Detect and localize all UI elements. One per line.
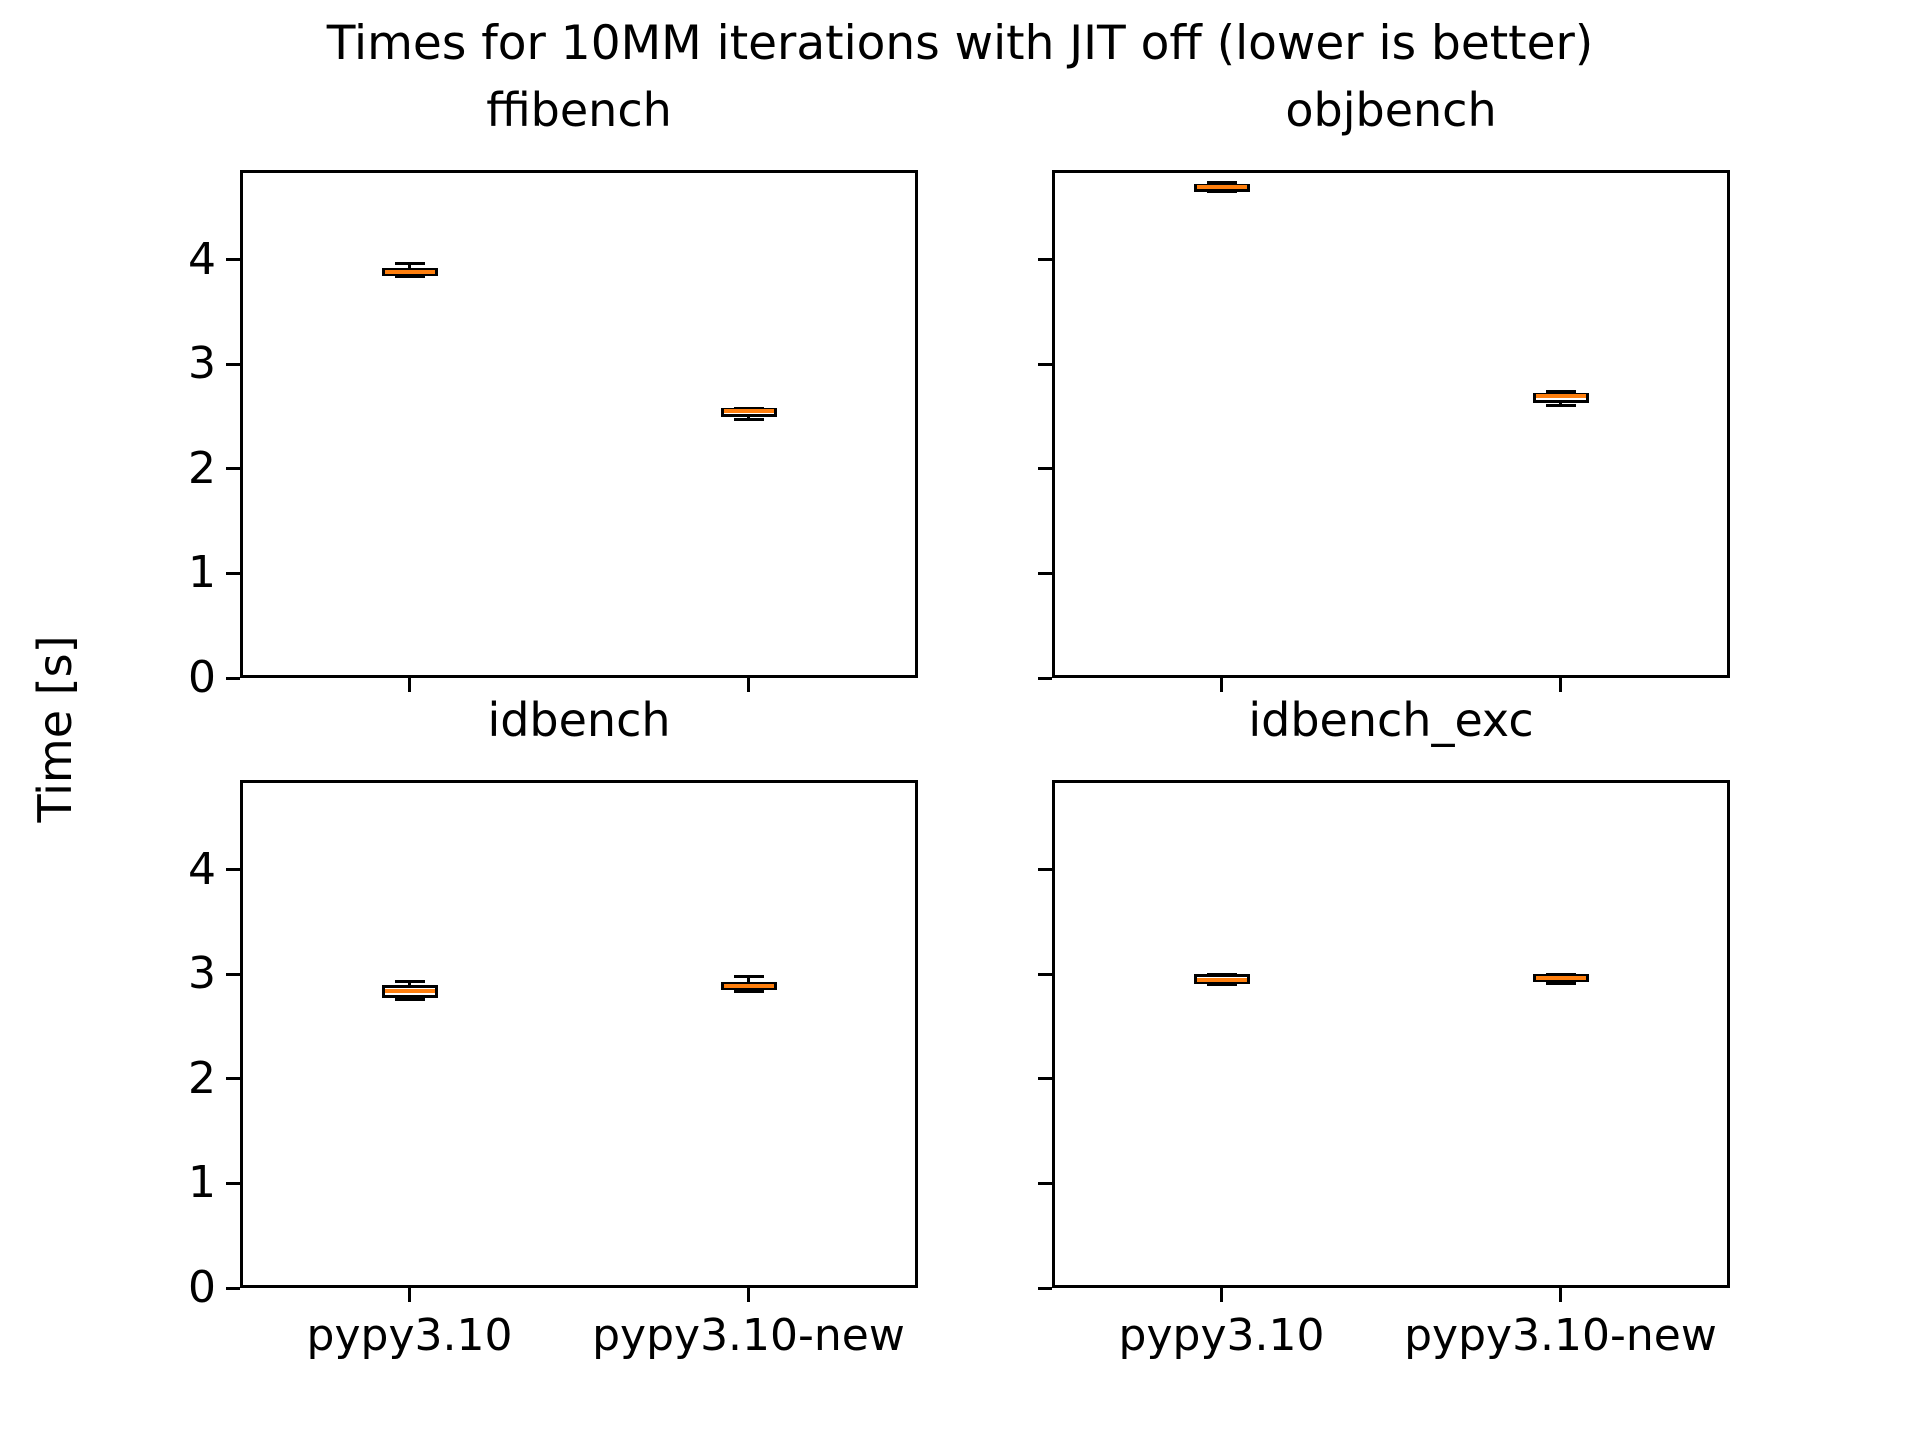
median-line xyxy=(384,270,435,275)
y-tick xyxy=(226,1181,240,1185)
upper-whisker-cap xyxy=(1206,181,1237,185)
y-tick xyxy=(226,467,240,471)
y-tick xyxy=(226,362,240,366)
y-tick-label: 4 xyxy=(188,233,216,285)
upper-whisker-cap xyxy=(1545,390,1576,394)
x-tick-label: pypy3.10-new xyxy=(592,1310,905,1361)
y-tick xyxy=(226,1286,240,1290)
y-tick-label: 0 xyxy=(188,1262,216,1313)
x-tick xyxy=(408,1288,411,1302)
median-line xyxy=(1196,977,1247,982)
upper-whisker-cap xyxy=(733,975,764,978)
subplot-title: objbench xyxy=(1285,83,1497,137)
x-tick xyxy=(1220,678,1223,692)
lower-whisker-cap xyxy=(394,998,425,1001)
x-tick xyxy=(1559,678,1562,692)
upper-whisker-line xyxy=(747,976,750,982)
y-tick xyxy=(1038,868,1052,872)
x-tick xyxy=(1220,1288,1223,1302)
y-tick xyxy=(226,1077,240,1081)
y-tick-label: 2 xyxy=(188,1052,216,1104)
y-tick xyxy=(226,868,240,872)
lower-whisker-cap xyxy=(733,989,764,993)
y-tick xyxy=(1038,571,1052,575)
upper-whisker-line xyxy=(408,981,411,985)
subplot-axes-objbench xyxy=(1052,170,1730,678)
x-tick xyxy=(408,678,411,692)
y-tick xyxy=(1038,362,1052,366)
median-line xyxy=(384,989,435,994)
y-tick-label: 3 xyxy=(188,338,216,390)
lower-whisker-cap xyxy=(394,275,425,279)
x-tick xyxy=(1559,1288,1562,1302)
median-line xyxy=(723,409,774,414)
x-tick-label: pypy3.10 xyxy=(306,1310,513,1361)
subplot-axes-ffibench xyxy=(240,170,918,678)
x-tick xyxy=(747,678,750,692)
y-tick-label: 0 xyxy=(188,652,216,703)
upper-whisker-line xyxy=(408,263,411,269)
y-tick-label: 4 xyxy=(188,843,216,895)
x-tick xyxy=(747,1288,750,1302)
lower-whisker-cap xyxy=(1545,982,1576,986)
upper-whisker-cap xyxy=(394,261,425,265)
y-tick xyxy=(226,258,240,262)
median-line xyxy=(1196,184,1247,189)
subplot-axes-idbench xyxy=(240,780,918,1288)
y-tick xyxy=(1038,676,1052,680)
x-tick-label: pypy3.10-new xyxy=(1404,1310,1717,1361)
subplot-title: idbench xyxy=(487,693,671,747)
lower-whisker-line xyxy=(747,416,750,420)
median-line xyxy=(1535,975,1586,980)
subplot-title: ffibench xyxy=(486,83,672,137)
y-tick xyxy=(226,676,240,680)
lower-whisker-cap xyxy=(733,418,764,422)
y-tick xyxy=(1038,467,1052,471)
y-tick-label: 3 xyxy=(188,948,216,1000)
y-tick-label: 1 xyxy=(188,1157,216,1209)
upper-whisker-cap xyxy=(394,980,425,984)
figure-title: Times for 10MM iterations with JIT off (… xyxy=(326,16,1594,71)
y-tick xyxy=(1038,1077,1052,1081)
y-tick xyxy=(1038,1286,1052,1290)
y-tick xyxy=(1038,258,1052,262)
lower-whisker-cap xyxy=(1206,983,1237,987)
lower-whisker-cap xyxy=(1206,190,1237,194)
y-tick-label: 2 xyxy=(188,442,216,494)
y-tick xyxy=(226,972,240,976)
subplot-axes-idbench_exc xyxy=(1052,780,1730,1288)
y-tick xyxy=(1038,972,1052,976)
x-tick-label: pypy3.10 xyxy=(1118,1310,1325,1361)
y-axis-label: Time [s] xyxy=(28,635,82,823)
y-tick xyxy=(1038,1181,1052,1185)
median-line xyxy=(723,983,774,988)
lower-whisker-cap xyxy=(1545,403,1576,407)
y-tick xyxy=(226,571,240,575)
median-line xyxy=(1535,393,1586,398)
y-tick-label: 1 xyxy=(188,547,216,599)
subplot-title: idbench_exc xyxy=(1248,693,1534,747)
